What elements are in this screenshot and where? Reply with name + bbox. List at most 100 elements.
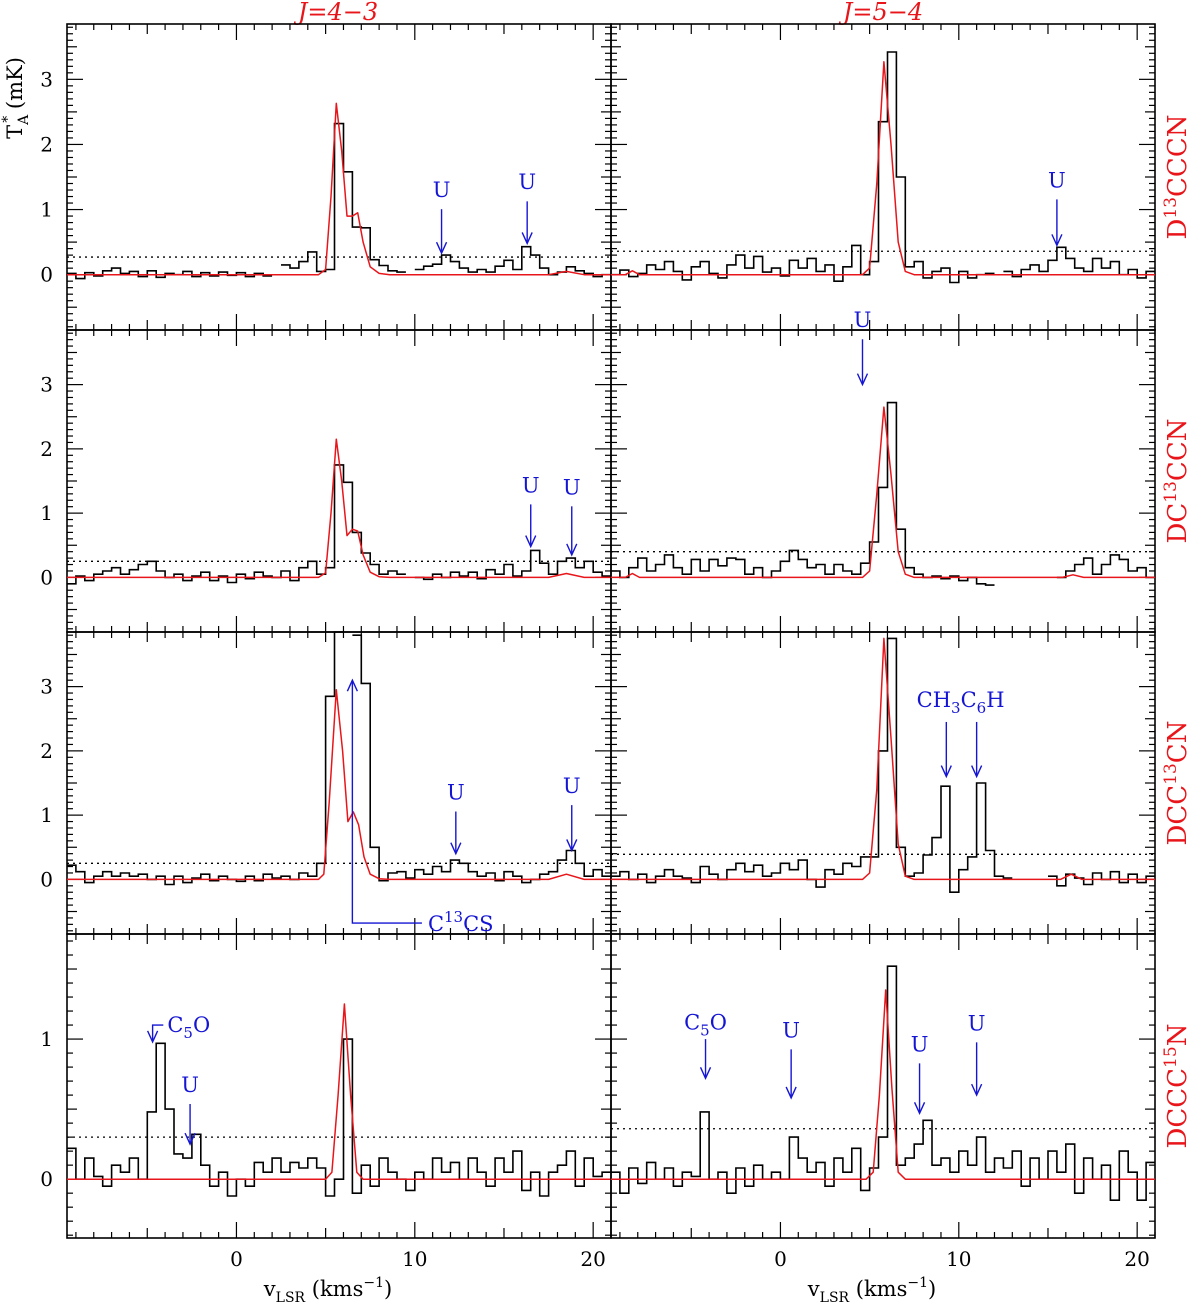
y-tick-label: 3 <box>40 373 53 397</box>
observed-spectrum <box>414 245 611 278</box>
x-ticks <box>619 934 1156 1238</box>
y-tick-label: 2 <box>40 132 53 156</box>
y-axis-label: TA* (mK) <box>0 57 32 139</box>
annotation-label-u: U <box>1048 168 1066 192</box>
annotation-arrow: U <box>563 774 581 853</box>
column-title-j4-3: J=4−3 <box>293 0 378 26</box>
annotation-arrow: U <box>854 308 872 387</box>
callout-line <box>351 681 422 924</box>
annotation-arrow <box>971 721 983 779</box>
x-ticks <box>75 24 612 330</box>
arrow-head <box>521 232 533 246</box>
annotation-arrow: U <box>433 178 451 255</box>
observed-spectrum <box>414 549 611 581</box>
row-label: DCCC15N <box>1161 1024 1193 1149</box>
observed-spectrum <box>1056 554 1155 579</box>
annotation-label-u: U <box>782 1018 800 1042</box>
annotation-arrow: U <box>1048 168 1066 248</box>
y-tick-label: 3 <box>40 675 53 699</box>
c13cs-callout: C13CS <box>346 678 494 936</box>
observed-spectrum <box>67 631 344 886</box>
observed-spectrum <box>1003 246 1155 279</box>
arrow-head <box>525 535 537 549</box>
x-ticks <box>619 330 1156 632</box>
y-ticks <box>611 940 1155 1236</box>
observed-spectrum <box>67 1038 611 1197</box>
annotation-arrow: U <box>447 780 465 856</box>
annotation-arrow <box>699 1039 712 1080</box>
x-axis-label: vLSR (kms−1) <box>263 1275 392 1306</box>
annotation-label-u: U <box>522 473 540 497</box>
panel-frame <box>610 933 1156 1239</box>
x-ticks <box>75 330 612 632</box>
column-titles: J=4−3 J=5−4 <box>293 0 923 26</box>
annotation-label-u: U <box>854 308 872 332</box>
y-tick-label: 0 <box>40 565 53 589</box>
y-ticks <box>67 634 611 932</box>
y-tick-label: 0 <box>40 867 53 891</box>
x-tick-label: 0 <box>774 1247 787 1271</box>
arrow-head <box>785 1086 797 1100</box>
observed-spectrum <box>67 267 273 280</box>
y-tick-label: 1 <box>40 198 53 222</box>
panel-frame <box>610 631 1156 935</box>
model-fit <box>67 102 611 276</box>
c5o-arrow-head <box>146 1030 159 1044</box>
observed-spectrum <box>611 51 995 284</box>
panel-r1-c0: 0 1 2 3 U U <box>40 329 612 633</box>
row-label: D13CCCN <box>1161 115 1193 240</box>
arrow-head <box>913 1102 926 1116</box>
x-tick-label: 10 <box>402 1247 427 1271</box>
annotation-arrow: U <box>782 1018 800 1100</box>
y-tick-label: 1 <box>40 1027 53 1051</box>
annotation-arrow: U <box>518 170 536 246</box>
panel-r2-c0: 0 1 2 3 U U C13CS <box>40 631 612 936</box>
y-tick-label: 0 <box>40 1167 53 1191</box>
callout-arrow-head <box>346 678 359 692</box>
model-fit <box>611 989 1155 1180</box>
callout-label-c13cs: C13CS <box>428 908 494 936</box>
annotation-arrow: U <box>968 1011 986 1097</box>
arrow-head <box>699 1067 712 1080</box>
arrow-head <box>566 839 578 853</box>
x-tick-label: 20 <box>1124 1247 1149 1271</box>
row-label: DC13CCN <box>1161 419 1193 544</box>
c5o-label: C5O <box>684 1010 727 1039</box>
annotation-label-u: U <box>563 774 581 798</box>
arrow-head <box>940 765 952 779</box>
annotation-label-u: U <box>968 1011 986 1035</box>
model-fit <box>67 689 611 881</box>
arrow-head <box>1051 234 1063 248</box>
c5o-callout: C5O <box>146 1013 210 1044</box>
c5o-label: C5O <box>167 1013 210 1042</box>
x-tick-label: 0 <box>230 1247 243 1271</box>
arrow-head <box>566 543 578 557</box>
model-fit <box>611 637 1155 881</box>
axis-labels: vLSR (kms−1) vLSR (kms−1) TA* (mK) <box>0 57 936 1306</box>
annotation-label-u: U <box>518 170 536 194</box>
y-tick-label: 1 <box>40 803 53 827</box>
model-fit <box>67 1003 611 1180</box>
y-ticks <box>67 26 611 328</box>
x-ticks <box>619 632 1156 934</box>
arrow-head <box>971 765 983 779</box>
arrow-head <box>450 842 462 856</box>
annotation-arrow: U <box>522 473 540 549</box>
y-tick-label: 0 <box>40 263 53 287</box>
panel-frame <box>66 631 612 935</box>
x-axis-label: vLSR (kms−1) <box>807 1275 936 1306</box>
panel-r0-c0: 0 1 2 3 U U <box>40 23 612 331</box>
ch3c6h-label: CH3C6H <box>917 688 1005 717</box>
y-tick-label: 2 <box>40 437 53 461</box>
arrow-head <box>184 1132 196 1146</box>
annotation-label-u: U <box>433 178 451 202</box>
annotation-label-u: U <box>181 1073 199 1097</box>
annotation-arrow: U <box>911 1032 928 1116</box>
y-tick-label: 1 <box>40 501 53 525</box>
arrow-head <box>856 373 869 387</box>
annotation-arrow: U <box>563 475 581 557</box>
panel-r0-c1: U <box>610 23 1156 331</box>
panel-r1-c1: U <box>610 308 1156 633</box>
y-tick-label: 2 <box>40 739 53 763</box>
